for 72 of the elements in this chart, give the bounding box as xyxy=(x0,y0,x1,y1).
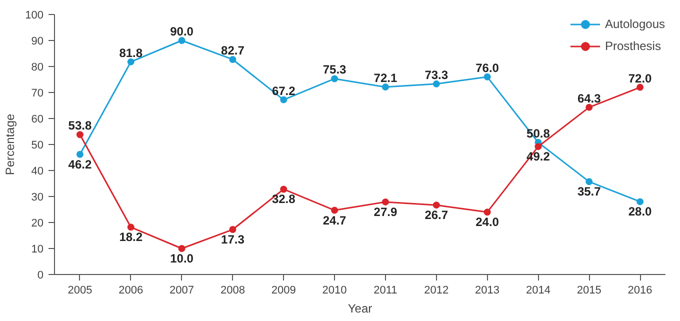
x-tick-label: 2012 xyxy=(424,284,449,296)
point xyxy=(127,224,134,231)
data-label: 75.3 xyxy=(322,62,347,77)
point xyxy=(280,186,288,193)
x-tick-label: 2009 xyxy=(271,284,296,296)
x-tick-label: 2015 xyxy=(576,284,602,296)
x-tick-label: 2005 xyxy=(68,284,92,296)
data-label: 26.7 xyxy=(424,208,448,222)
data-label: 81.8 xyxy=(119,46,143,60)
x-tick-label: 2008 xyxy=(220,284,245,296)
y-tick-label: 30 xyxy=(31,192,44,204)
point xyxy=(178,37,186,44)
data-label: 28.0 xyxy=(628,204,652,219)
data-label: 24.0 xyxy=(476,215,500,230)
y-tick-label: 10 xyxy=(31,244,44,256)
y-tick-label: 70 xyxy=(31,88,44,100)
data-label: 17.3 xyxy=(221,232,245,247)
data-label: 72.0 xyxy=(628,71,652,86)
data-label: 18.2 xyxy=(119,230,143,244)
x-axis-title: Year xyxy=(348,302,372,316)
data-label: 24.7 xyxy=(322,213,347,228)
point xyxy=(586,178,593,186)
point xyxy=(178,245,186,252)
point xyxy=(76,150,84,158)
data-label: 53.8 xyxy=(68,118,92,133)
x-tick-label: 2011 xyxy=(374,284,398,296)
point xyxy=(636,84,644,91)
y-tick-label: 50 xyxy=(31,140,44,152)
x-tick-label: 2007 xyxy=(170,284,194,296)
data-label: 73.3 xyxy=(424,68,448,82)
point xyxy=(229,56,236,63)
point xyxy=(76,131,84,138)
data-label: 27.9 xyxy=(374,204,398,219)
x-tick-label: 2006 xyxy=(118,284,144,296)
y-tick-label: 60 xyxy=(31,114,44,126)
y-tick-label: 20 xyxy=(31,218,44,230)
point xyxy=(229,226,236,234)
point xyxy=(432,80,440,88)
data-label: 35.7 xyxy=(577,184,602,199)
point xyxy=(484,73,491,80)
x-tick-label: 2014 xyxy=(526,284,550,296)
point xyxy=(331,75,338,82)
y-tick-label: 100 xyxy=(25,10,44,22)
point xyxy=(382,198,389,206)
data-label: 32.8 xyxy=(272,192,296,206)
x-tick-label: 2016 xyxy=(628,284,652,296)
y-tick-label: 40 xyxy=(31,166,44,178)
point xyxy=(484,208,491,216)
point xyxy=(280,96,288,104)
point xyxy=(127,58,134,66)
data-label: 72.1 xyxy=(374,71,398,86)
data-label: 82.7 xyxy=(221,43,245,58)
data-label: 10.0 xyxy=(170,252,194,266)
y-axis-title: Percentage xyxy=(3,113,18,176)
point xyxy=(432,202,440,209)
y-tick-label: 0 xyxy=(37,270,44,282)
data-label: 67.2 xyxy=(272,84,296,98)
point xyxy=(331,206,338,214)
point xyxy=(636,198,644,206)
data-label: 76.0 xyxy=(476,60,500,75)
data-label: 64.3 xyxy=(577,91,602,106)
y-tick-label: 90 xyxy=(31,36,44,48)
data-label: 90.0 xyxy=(170,24,194,38)
data-label: 46.2 xyxy=(68,157,92,172)
x-tick-label: 2013 xyxy=(475,284,500,296)
y-tick-label: 80 xyxy=(31,62,44,74)
point xyxy=(382,84,389,91)
point xyxy=(586,104,593,111)
x-tick-label: 2010 xyxy=(322,284,347,296)
legend-label: Prosthesis xyxy=(604,39,661,53)
point xyxy=(534,143,542,150)
legend-label: Autologous xyxy=(604,17,665,31)
